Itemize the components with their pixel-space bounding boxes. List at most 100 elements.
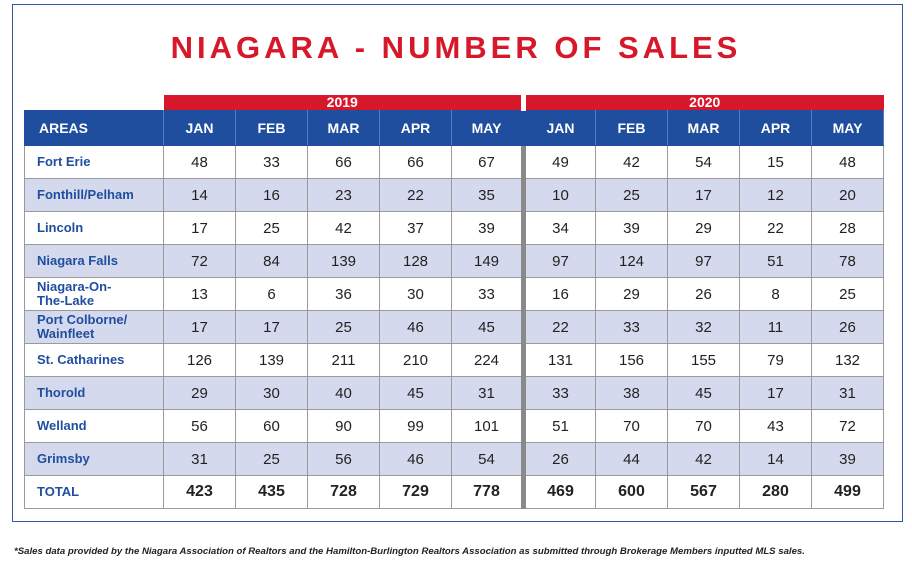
- area-label: Grimsby: [37, 451, 90, 466]
- data-row: Port Colborne/ Wainfleet 17 17 25 46 45 22 33 32…: [24, 310, 884, 344]
- value-cell: 46: [379, 442, 452, 476]
- value-cell: 72: [811, 409, 884, 443]
- value-cell: 32: [667, 310, 740, 344]
- value-cell: 39: [811, 442, 884, 476]
- value-cell: 25: [235, 442, 308, 476]
- value-cell: 17: [235, 310, 308, 344]
- value-cell: 60: [235, 409, 308, 443]
- header-cell: AREAS: [24, 110, 164, 146]
- value-cell: 14: [163, 178, 236, 212]
- year-cell: 2019: [163, 95, 524, 111]
- value-cell: 22: [521, 310, 596, 344]
- area-label: St. Catharines: [37, 352, 125, 367]
- value-cell: 33: [595, 310, 668, 344]
- value-cell: 45: [379, 376, 452, 410]
- value-cell: 43: [739, 409, 812, 443]
- header-cell: JAN: [163, 110, 236, 146]
- year-cell: 2020: [521, 95, 884, 111]
- value-cell: 729: [379, 475, 452, 509]
- value-cell: 36: [307, 277, 380, 311]
- value-cell: 132: [811, 343, 884, 377]
- footnote: *Sales data provided by the Niagara Asso…: [14, 546, 805, 557]
- area-label: Niagara Falls: [37, 253, 118, 268]
- header-row: AREAS JAN FEB MAR APR MAY JAN FEB MAR APR MAY: [24, 110, 884, 146]
- value-cell: 30: [379, 277, 452, 311]
- area-label: Welland: [37, 418, 87, 433]
- value-cell: 56: [163, 409, 236, 443]
- value-cell: 280: [739, 475, 812, 509]
- value-cell: 13: [163, 277, 236, 311]
- value-cell: 40: [307, 376, 380, 410]
- value-cell: 567: [667, 475, 740, 509]
- value-cell: 66: [307, 145, 380, 179]
- value-cell: 20: [811, 178, 884, 212]
- value-cell: 17: [667, 178, 740, 212]
- value-cell: 17: [163, 310, 236, 344]
- value-cell: 22: [379, 178, 452, 212]
- value-cell: 48: [811, 145, 884, 179]
- area-cell: Niagara Falls: [24, 244, 164, 278]
- value-cell: 51: [739, 244, 812, 278]
- value-cell: 78: [811, 244, 884, 278]
- year-row: 2019 2020: [24, 95, 884, 111]
- value-cell: 44: [595, 442, 668, 476]
- value-cell: 97: [667, 244, 740, 278]
- value-cell: 28: [811, 211, 884, 245]
- value-cell: 25: [595, 178, 668, 212]
- value-cell: 101: [451, 409, 524, 443]
- area-label: Port Colborne/ Wainfleet: [37, 312, 128, 341]
- value-cell: 17: [163, 211, 236, 245]
- frame: [12, 4, 903, 522]
- value-cell: 25: [307, 310, 380, 344]
- value-cell: 39: [451, 211, 524, 245]
- value-cell: 45: [667, 376, 740, 410]
- header-cell: APR: [379, 110, 452, 146]
- value-cell: 126: [163, 343, 236, 377]
- area-cell: Grimsby: [24, 442, 164, 476]
- area-cell: Niagara-On-The-Lake: [24, 277, 164, 311]
- area-cell: TOTAL: [24, 475, 164, 509]
- value-cell: 39: [595, 211, 668, 245]
- header-cell: MAR: [307, 110, 380, 146]
- value-cell: 67: [451, 145, 524, 179]
- value-cell: 29: [163, 376, 236, 410]
- value-cell: 16: [235, 178, 308, 212]
- value-cell: 600: [595, 475, 668, 509]
- area-cell: St. Catharines: [24, 343, 164, 377]
- data-row: Grimsby 31 25 56 46 54 26 44 42 14 39: [24, 442, 884, 476]
- area-cell: Welland: [24, 409, 164, 443]
- header-cell: FEB: [595, 110, 668, 146]
- value-cell: 26: [521, 442, 596, 476]
- value-cell: 84: [235, 244, 308, 278]
- data-row: Fonthill/Pelham 14 16 23 22 35 10 25 17 12 20: [24, 178, 884, 212]
- value-cell: 128: [379, 244, 452, 278]
- area-label: TOTAL: [37, 484, 80, 499]
- sales-table: 2019 2020 AREAS JAN FEB MAR APR MAY JAN FEB MAR APR…: [24, 95, 884, 509]
- data-row: Welland 56 60 90 99 101 51 70 70 43 72: [24, 409, 884, 443]
- value-cell: 33: [521, 376, 596, 410]
- value-cell: 16: [521, 277, 596, 311]
- value-cell: 46: [379, 310, 452, 344]
- value-cell: 210: [379, 343, 452, 377]
- value-cell: 33: [451, 277, 524, 311]
- value-cell: 49: [521, 145, 596, 179]
- value-cell: 29: [667, 211, 740, 245]
- data-row: Lincoln 17 25 42 37 39 34 39 29 22 28: [24, 211, 884, 245]
- header-cell: MAR: [667, 110, 740, 146]
- value-cell: 11: [739, 310, 812, 344]
- value-cell: 29: [595, 277, 668, 311]
- area-cell: Fonthill/Pelham: [24, 178, 164, 212]
- value-cell: 26: [667, 277, 740, 311]
- header-cell: FEB: [235, 110, 308, 146]
- value-cell: 23: [307, 178, 380, 212]
- blank-cell: [24, 95, 164, 111]
- value-cell: 469: [521, 475, 596, 509]
- area-label: Lincoln: [37, 220, 84, 235]
- data-row: Niagara-On-The-Lake 13 6 36 30 33 16 29 26 8 25: [24, 277, 884, 311]
- area-cell: Fort Erie: [24, 145, 164, 179]
- value-cell: 45: [451, 310, 524, 344]
- value-cell: 48: [163, 145, 236, 179]
- value-cell: 12: [739, 178, 812, 212]
- value-cell: 423: [163, 475, 236, 509]
